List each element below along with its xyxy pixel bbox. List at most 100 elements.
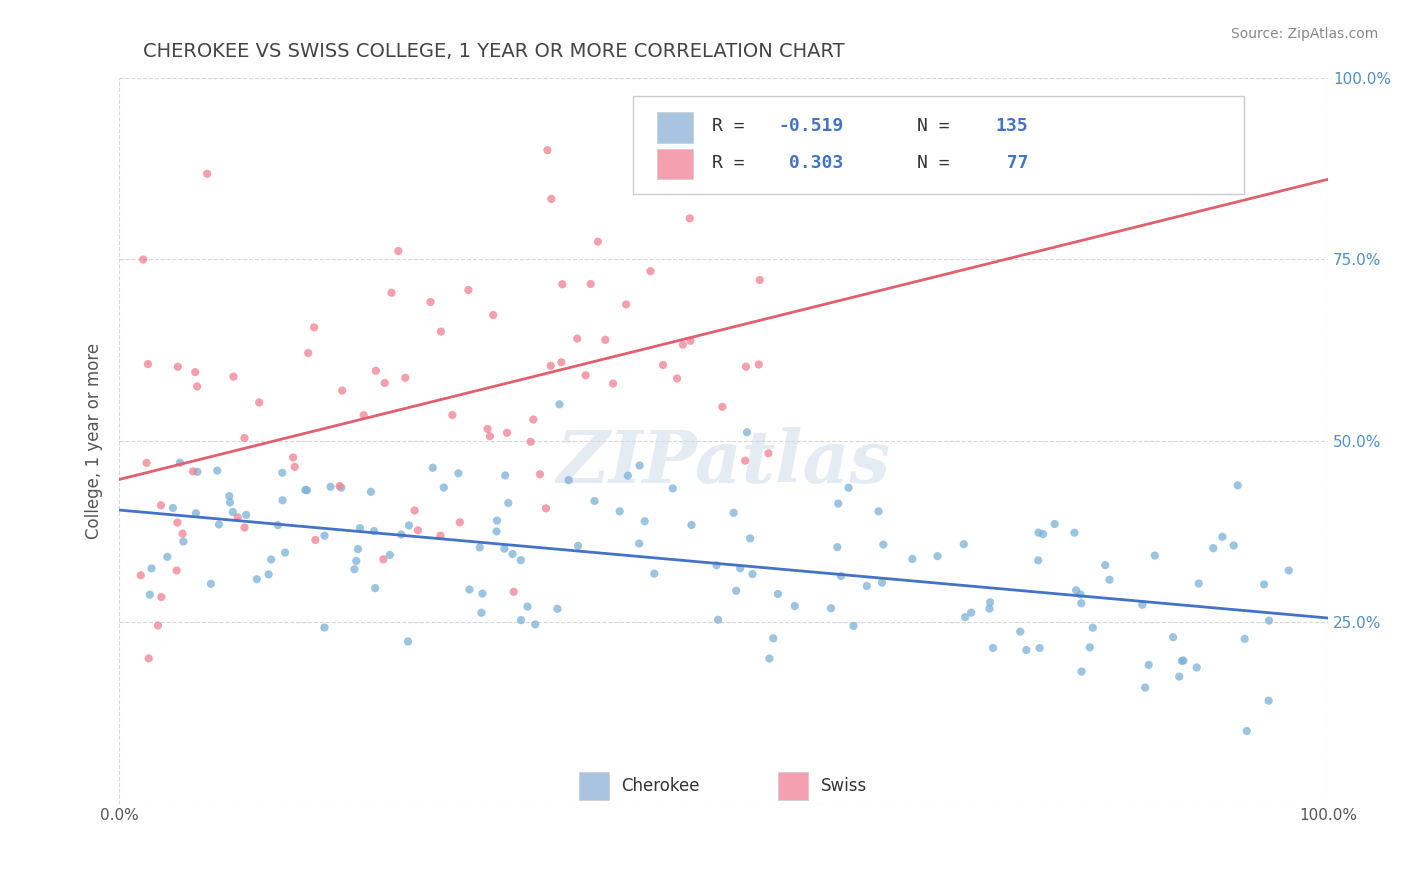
Point [820,601,842,615]
Point [1081,621,1104,635]
Point [725,583,748,598]
Point [707,613,730,627]
Point [422,460,444,475]
Text: 0.303: 0.303 [778,153,844,171]
Point [546,602,568,616]
Point [284,459,307,474]
Point [447,467,470,481]
Point [184,506,207,520]
Point [1010,624,1032,639]
Point [595,333,617,347]
Point [735,359,758,374]
Point [380,285,402,300]
Point [314,620,336,634]
Point [146,618,169,632]
Point [295,483,318,498]
Point [233,520,256,534]
Text: N =: N = [917,153,960,171]
Text: 135: 135 [995,117,1028,136]
Point [218,489,240,503]
Point [1078,640,1101,655]
Point [557,473,579,487]
Point [1202,541,1225,556]
Point [1211,530,1233,544]
Text: ZIPatlas: ZIPatlas [557,427,891,498]
Point [136,357,159,371]
Point [132,252,155,267]
Point [470,606,492,620]
Point [738,532,761,546]
Point [827,540,849,554]
Point [628,536,651,550]
Bar [657,112,693,143]
Point [139,588,162,602]
Point [868,504,890,518]
Bar [579,772,609,800]
Point [1226,478,1249,492]
Point [457,283,479,297]
Point [219,495,242,509]
Point [536,143,558,157]
Point [195,167,218,181]
Point [550,355,572,369]
Point [679,211,702,226]
Point [398,518,420,533]
Point [748,358,770,372]
Point [349,521,371,535]
Point [628,458,651,473]
Point [579,277,602,291]
Y-axis label: College, 1 year or more: College, 1 year or more [86,343,103,539]
Point [855,579,877,593]
Point [208,517,231,532]
Point [783,599,806,613]
Point [419,295,441,310]
Point [406,523,429,537]
Point [509,553,531,567]
Point [304,533,326,547]
Point [643,566,665,581]
Point [575,368,598,383]
Point [1063,525,1085,540]
Point [927,549,949,563]
Point [661,482,683,496]
Point [681,518,703,533]
Point [441,408,464,422]
Point [728,561,751,575]
Text: Swiss: Swiss [821,777,866,795]
Point [827,497,849,511]
Point [360,484,382,499]
Point [205,464,228,478]
Point [186,465,208,479]
Point [830,569,852,583]
Point [744,180,766,194]
Point [494,541,516,556]
Bar [657,149,693,179]
Point [510,613,533,627]
Point [522,412,544,426]
Point [156,549,179,564]
Point [548,397,571,411]
Point [586,235,609,249]
Point [138,651,160,665]
Point [378,548,401,562]
Point [1098,573,1121,587]
Point [389,527,412,541]
Point [246,572,269,586]
Point [330,384,353,398]
Point [330,481,353,495]
Point [281,450,304,465]
Point [162,500,184,515]
Point [1173,653,1195,667]
Point [1070,596,1092,610]
Text: Source: ZipAtlas.com: Source: ZipAtlas.com [1230,27,1378,41]
Point [482,308,505,322]
Point [723,506,745,520]
Point [297,346,319,360]
Point [1143,549,1166,563]
Point [222,369,245,384]
Point [271,466,294,480]
Point [551,277,574,292]
Text: R =: R = [711,117,755,136]
Point [233,431,256,445]
Point [172,526,194,541]
